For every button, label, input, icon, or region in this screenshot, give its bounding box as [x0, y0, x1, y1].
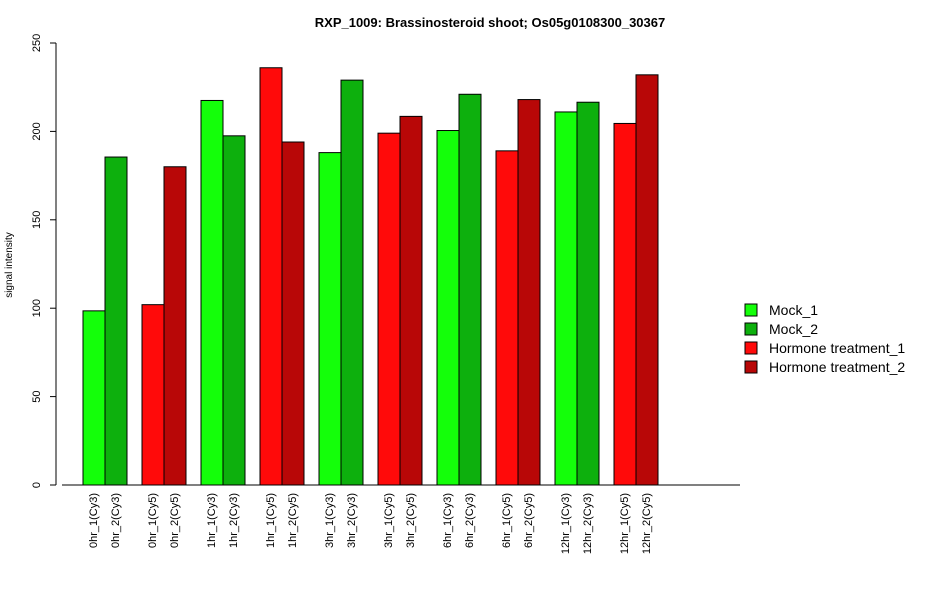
legend-label: Hormone treatment_1: [769, 340, 905, 356]
bar: [82, 310, 106, 486]
bar: [259, 67, 283, 486]
y-axis-label: signal intensity: [4, 232, 15, 298]
bar: [458, 93, 482, 486]
bar: [340, 79, 364, 486]
bar: [436, 130, 460, 486]
x-tick-label: 3hr_2(Cy3): [346, 493, 358, 548]
x-tick-label: 0hr_1(Cy3): [88, 493, 100, 548]
bar: [222, 135, 246, 486]
legend-label: Hormone treatment_2: [769, 359, 905, 375]
x-tick-label: 0hr_2(Cy5): [169, 493, 181, 548]
bar: [200, 99, 224, 486]
bar: [576, 101, 600, 486]
bar: [517, 99, 541, 486]
bar: [141, 304, 165, 486]
bars-group: [82, 67, 659, 486]
y-axis: 0 50 100 150 200 250: [31, 34, 57, 488]
legend-label: Mock_1: [769, 302, 818, 318]
legend-swatch: [744, 360, 758, 374]
y-tick-label: 100: [31, 299, 43, 317]
x-tick-label: 12hr_1(Cy3): [560, 493, 572, 554]
x-tick-label: 12hr_2(Cy3): [582, 493, 594, 554]
x-tick-label: 1hr_1(Cy5): [265, 493, 277, 548]
y-tick-label: 150: [31, 211, 43, 229]
x-tick-label: 1hr_2(Cy5): [287, 493, 299, 548]
bar: [635, 74, 659, 486]
x-tick-label: 6hr_1(Cy5): [501, 493, 513, 548]
x-tick-label: 12hr_1(Cy5): [619, 493, 631, 554]
x-tick-label: 6hr_2(Cy3): [464, 493, 476, 548]
x-tick-label: 3hr_1(Cy3): [324, 493, 336, 548]
x-tick-label: 6hr_2(Cy5): [523, 493, 535, 548]
y-tick-label: 50: [31, 390, 43, 402]
bar: [495, 150, 519, 486]
bar: [104, 156, 128, 486]
y-tick-label: 0: [31, 482, 43, 488]
x-tick-label: 3hr_1(Cy5): [383, 493, 395, 548]
x-tick-label: 0hr_2(Cy3): [110, 493, 122, 548]
x-tick-label: 0hr_1(Cy5): [147, 493, 159, 548]
chart-title: RXP_1009: Brassinosteroid shoot; Os05g01…: [315, 15, 665, 30]
y-tick-label: 250: [31, 34, 43, 52]
x-tick-label: 12hr_2(Cy5): [641, 493, 653, 554]
x-tick-labels: 0hr_1(Cy3) 0hr_2(Cy3) 0hr_1(Cy5) 0hr_2(Cy5)…: [88, 493, 653, 554]
bar: [554, 111, 578, 486]
y-tick-label: 200: [31, 122, 43, 140]
bar: [399, 115, 423, 486]
bar: [318, 152, 342, 486]
legend-label: Mock_2: [769, 321, 818, 337]
bar: [613, 122, 637, 486]
legend-swatch: [744, 303, 758, 317]
x-tick-label: 3hr_2(Cy5): [405, 493, 417, 548]
legend: Mock_1 Mock_2 Hormone treatment_1 Hormone t…: [744, 302, 905, 375]
bar: [281, 141, 305, 486]
x-tick-label: 6hr_1(Cy3): [442, 493, 454, 548]
x-tick-label: 1hr_2(Cy3): [228, 493, 240, 548]
x-tick-label: 1hr_1(Cy3): [206, 493, 218, 548]
bar: [377, 132, 401, 486]
legend-swatch: [744, 322, 758, 336]
legend-swatch: [744, 341, 758, 355]
bar: [163, 166, 187, 486]
